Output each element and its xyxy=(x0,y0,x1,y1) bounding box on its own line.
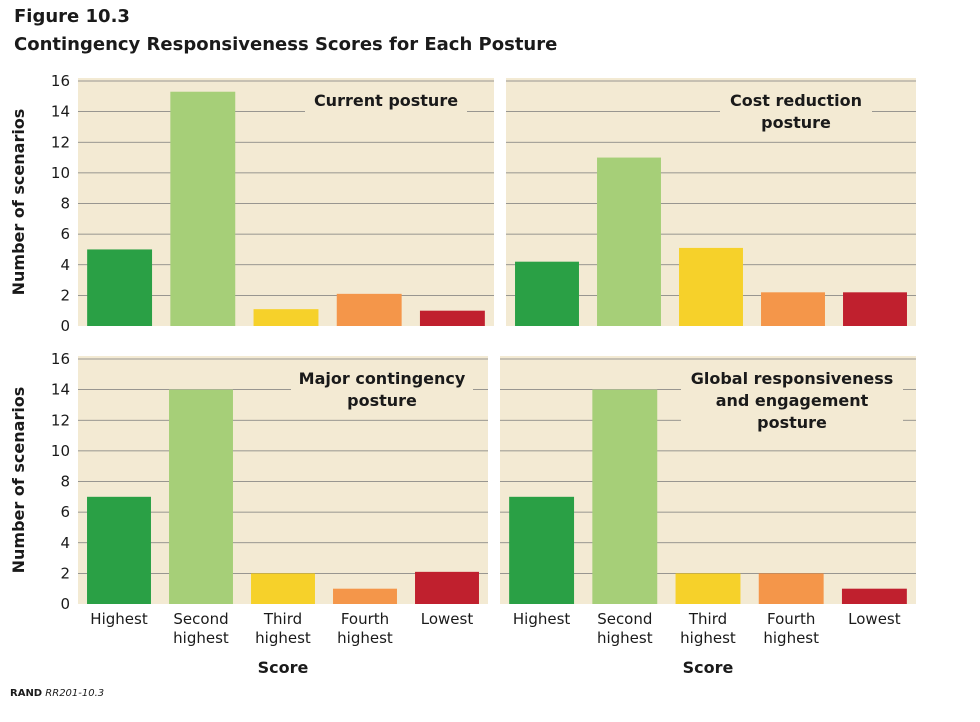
y-tick-label: 2 xyxy=(60,564,70,582)
x-tick-label: Fourth xyxy=(341,610,389,628)
x-tick-label: Third xyxy=(263,610,302,628)
panel-title-line: posture xyxy=(347,391,417,410)
x-tick-label: Fourth xyxy=(767,610,815,628)
bar-lowest xyxy=(419,310,485,326)
y-tick-label: 14 xyxy=(51,381,70,399)
figure-label: Figure 10.3 xyxy=(14,6,130,27)
y-tick-label: 6 xyxy=(60,225,70,243)
y-axis-label: Number of scenarios xyxy=(9,387,28,574)
x-tick-label: highest xyxy=(173,629,229,647)
bar-fourth-highest xyxy=(761,292,825,326)
y-tick-label: 0 xyxy=(60,595,70,613)
y-tick-label: 8 xyxy=(60,473,70,491)
source-note: RAND RR201-10.3 xyxy=(10,688,104,699)
bar-fourth-highest xyxy=(758,573,824,604)
x-tick-label: Second xyxy=(173,610,228,628)
panel-title-box xyxy=(681,368,903,436)
x-tick-label: highest xyxy=(255,629,311,647)
y-tick-label: 16 xyxy=(51,350,70,368)
bar-highest xyxy=(87,249,153,326)
bar-third-highest xyxy=(253,309,319,326)
y-tick-label: 14 xyxy=(51,103,70,121)
chart-panel-4: Global responsiveness and engagement postu… xyxy=(500,356,916,677)
bar-lowest xyxy=(841,588,907,604)
panel-title-box xyxy=(291,368,473,414)
y-tick-label: 6 xyxy=(60,503,70,521)
panel-title: Global responsiveness and engagement postu… xyxy=(681,368,903,436)
panel-title-box xyxy=(720,90,872,136)
chart-panel-2: Cost reduction posture xyxy=(506,78,916,326)
panel-title-box xyxy=(305,90,467,114)
panel-title-line: Cost reduction xyxy=(730,91,862,110)
x-tick-label: Lowest xyxy=(421,610,474,628)
bar-second-highest xyxy=(597,157,661,326)
bar-second-highest xyxy=(169,389,233,604)
bar-fourth-highest xyxy=(336,293,402,326)
bar-third-highest xyxy=(251,573,315,604)
x-tick-label: highest xyxy=(337,629,393,647)
y-tick-label: 8 xyxy=(60,195,70,213)
panel-title-line: posture xyxy=(761,113,831,132)
bar-second-highest xyxy=(592,389,658,604)
panel-title-line: and engagement xyxy=(716,391,869,410)
panel-title-line: Major contingency xyxy=(299,369,466,388)
y-tick-label: 4 xyxy=(60,534,70,552)
bar-second-highest xyxy=(170,91,236,326)
source-id: RR201-10.3 xyxy=(45,688,105,699)
x-tick-label: highest xyxy=(597,629,653,647)
panel-title: Current posture xyxy=(305,90,467,114)
x-axis-label: Score xyxy=(683,658,734,677)
bar-fourth-highest xyxy=(333,588,397,604)
bar-highest xyxy=(515,261,579,326)
bar-highest xyxy=(509,496,575,604)
panel-title: Major contingency posture xyxy=(291,368,473,414)
y-tick-label: 0 xyxy=(60,317,70,335)
panel-title-line: Global responsiveness xyxy=(691,369,894,388)
y-axis-label: Number of scenarios xyxy=(9,109,28,296)
panel-title-line: Current posture xyxy=(314,91,458,110)
y-tick-label: 16 xyxy=(51,72,70,90)
y-tick-label: 12 xyxy=(51,133,70,151)
x-tick-label: highest xyxy=(763,629,819,647)
x-tick-label: highest xyxy=(680,629,736,647)
x-tick-label: Lowest xyxy=(848,610,901,628)
bar-third-highest xyxy=(675,573,741,604)
y-tick-label: 10 xyxy=(51,442,70,460)
x-tick-label: Highest xyxy=(513,610,571,628)
chart-panel-3: Major contingency posture 0 2 4 6 8 10 12 14 16 Num… xyxy=(9,350,488,677)
panel-title: Cost reduction posture xyxy=(720,90,872,136)
x-axis-label: Score xyxy=(258,658,309,677)
panel-title-line: posture xyxy=(757,413,827,432)
figure-title: Contingency Responsiveness Scores for Ea… xyxy=(14,34,558,55)
chart-panel-1: Current posture 0 2 4 6 8 10 12 14 16 Number of sc… xyxy=(9,72,494,335)
y-tick-label: 12 xyxy=(51,411,70,429)
x-tick-label: Third xyxy=(688,610,727,628)
bar-third-highest xyxy=(679,247,743,326)
bar-lowest xyxy=(415,571,479,604)
x-tick-label: Second xyxy=(597,610,652,628)
y-tick-label: 2 xyxy=(60,286,70,304)
x-tick-label: Highest xyxy=(90,610,148,628)
bar-lowest xyxy=(843,292,907,326)
bar-highest xyxy=(87,496,151,604)
source-org: RAND xyxy=(10,688,43,699)
y-tick-label: 10 xyxy=(51,164,70,182)
y-tick-label: 4 xyxy=(60,256,70,274)
